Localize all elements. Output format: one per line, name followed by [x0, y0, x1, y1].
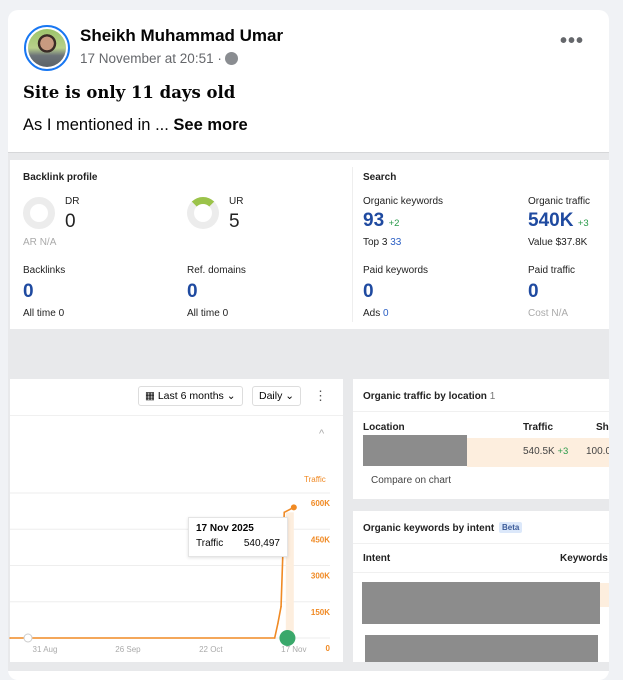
traffic-line — [10, 506, 295, 639]
cost-value: N/A — [551, 308, 569, 319]
refdomains-value[interactable]: 0 — [187, 281, 198, 302]
location-share: 100.0 — [586, 446, 609, 457]
redacted-intent-row — [362, 582, 600, 624]
redacted-location — [363, 435, 467, 466]
x-tick-label: 17 Nov — [281, 645, 306, 654]
traffic-chart: 0 150K 300K 450K 600K 31 Aug 26 Sep 22 Oct 17 No… — [9, 492, 331, 654]
paid-traffic-label: Paid traffic — [528, 265, 576, 276]
y-tick-label: 450K — [311, 535, 330, 544]
value-label: Value — [528, 237, 553, 248]
organic-traffic-value[interactable]: 540K — [528, 210, 574, 231]
stats-panel — [10, 160, 609, 329]
organic-traffic-label: Organic traffic — [528, 196, 591, 207]
y-tick-label: 150K — [311, 608, 330, 617]
data-point — [9, 637, 11, 639]
compare-on-chart-link[interactable]: Compare on chart — [371, 475, 452, 486]
col-keywords[interactable]: Keywords — [560, 553, 608, 564]
globe-icon — [224, 52, 238, 65]
col-share[interactable]: Sh — [596, 422, 609, 433]
delta: +3 — [557, 446, 569, 457]
delta: +2 — [388, 218, 400, 229]
ads-value: 0 — [383, 308, 389, 319]
alltime-value: 0 — [58, 308, 65, 319]
ar-value: N/A — [39, 237, 57, 248]
post-image[interactable]: Backlink profile DR 0 AR N/A UR 5 Backli… — [8, 152, 609, 671]
dr-value: 0 — [65, 211, 76, 232]
annotation-marker — [23, 633, 33, 643]
tooltip-value: 540,497 — [243, 538, 280, 549]
active-point — [290, 504, 297, 511]
location-title: Organic traffic by location 1 — [363, 391, 495, 402]
location-row-bg — [467, 438, 609, 467]
alltime-label: All time — [23, 308, 56, 319]
col-location[interactable]: Location — [363, 422, 405, 433]
col-intent[interactable]: Intent — [363, 553, 391, 564]
y-tick-label: 0 — [326, 644, 331, 653]
ur-label: UR — [229, 196, 244, 207]
post-headline: Site is only 11 days old — [23, 83, 236, 102]
hover-band — [285, 512, 294, 638]
calendar-icon: ▦ — [145, 390, 155, 402]
interval-label: Daily — [259, 390, 283, 402]
update-marker — [279, 630, 296, 646]
timestamp[interactable]: 17 November at 20:51 — [80, 51, 214, 66]
chart-tooltip: 17 Nov 2025 Traffic 540,497 — [188, 517, 288, 557]
body-text: As I mentioned in ... — [23, 116, 174, 134]
col-traffic[interactable]: Traffic — [523, 422, 554, 433]
data-point — [280, 605, 282, 608]
delta: +3 — [577, 218, 589, 229]
refdomains-label: Ref. domains — [187, 265, 246, 276]
y-tick-label: 600K — [311, 499, 330, 508]
value-value: $37.8K — [555, 237, 588, 248]
search-title: Search — [363, 172, 397, 183]
x-tick-label: 22 Oct — [199, 645, 223, 654]
y-tick-label: 300K — [311, 572, 330, 581]
organic-keywords-value[interactable]: 93 — [363, 210, 385, 231]
top3-value[interactable]: 33 — [390, 237, 402, 248]
location-traffic: 540.5K — [523, 446, 555, 457]
data-point — [277, 622, 279, 625]
dr-donut — [23, 197, 55, 229]
alltime-value: 0 — [222, 308, 229, 319]
organic-keywords-label: Organic keywords — [363, 196, 444, 207]
separator: · — [217, 51, 222, 66]
author-name[interactable]: Sheikh Muhammad Umar — [80, 26, 284, 45]
x-tick-label: 31 Aug — [33, 645, 58, 654]
kebab-icon[interactable]: ⋮ — [314, 388, 327, 403]
data-point — [283, 511, 286, 514]
post-meta: 17 November at 20:51 · — [80, 51, 238, 66]
backlinks-value[interactable]: 0 — [23, 281, 34, 302]
avatar[interactable] — [24, 25, 70, 71]
range-select[interactable]: ▦ Last 6 months ⌄ — [138, 386, 243, 406]
ar-label: AR — [23, 237, 37, 248]
ur-value: 5 — [229, 211, 240, 232]
cost-label: Cost — [528, 308, 549, 319]
tooltip-label: Traffic — [196, 538, 224, 549]
collapse-chevron-icon[interactable]: ^ — [319, 428, 325, 440]
post-body: As I mentioned in ... See more — [23, 116, 248, 135]
y-axis-title: Traffic — [304, 475, 326, 484]
beta-badge: Beta — [499, 522, 523, 533]
backlinks-label: Backlinks — [23, 265, 66, 276]
data-point — [273, 637, 276, 639]
range-label: Last 6 months — [157, 390, 224, 402]
backlink-profile-title: Backlink profile — [23, 172, 98, 183]
more-options-icon[interactable]: ••• — [560, 30, 585, 52]
paid-keywords-value[interactable]: 0 — [363, 281, 374, 302]
ads-label: Ads — [363, 308, 381, 319]
x-tick-label: 26 Sep — [115, 645, 141, 654]
paid-traffic-value[interactable]: 0 — [528, 281, 539, 302]
location-title-text: Organic traffic by location — [363, 391, 487, 402]
location-count: 1 — [489, 391, 496, 402]
dr-label: DR — [65, 196, 80, 207]
tooltip-date: 17 Nov 2025 — [196, 523, 254, 534]
top3-label: Top 3 — [363, 237, 388, 248]
alltime-label: All time — [187, 308, 220, 319]
paid-keywords-label: Paid keywords — [363, 265, 429, 276]
ur-donut — [187, 197, 219, 229]
see-more-link[interactable]: See more — [173, 116, 248, 134]
interval-select[interactable]: Daily ⌄ — [252, 386, 302, 406]
intent-title: Organic keywords by intent — [363, 523, 495, 534]
